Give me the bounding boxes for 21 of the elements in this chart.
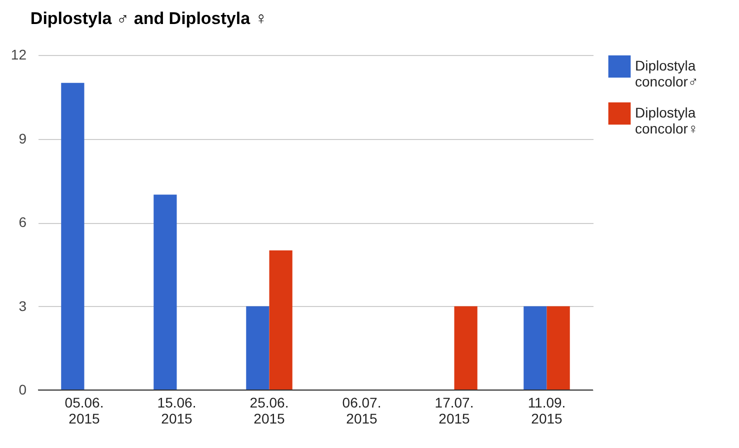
bar	[454, 306, 478, 390]
x-tick-label: 11.09. 2015	[528, 394, 566, 426]
x-tick-label: 25.06. 2015	[250, 394, 289, 426]
bar	[61, 82, 84, 390]
bar	[546, 306, 570, 390]
bar	[246, 306, 270, 390]
legend-label: Diplostyla concolor♀	[635, 104, 698, 136]
x-tick-label: 15.06. 2015	[157, 394, 196, 426]
chart-title: Diplostyla ♂ and Diplostyla ♀	[30, 9, 268, 28]
y-tick-label: 6	[18, 214, 27, 230]
bar	[154, 194, 177, 390]
y-tick-label: 12	[10, 46, 27, 62]
x-tick-label: 06.07. 2015	[342, 394, 382, 426]
x-tick-label: 17.07. 2015	[434, 394, 474, 426]
x-tick-label: 05.06. 2015	[64, 394, 104, 426]
y-tick-label: 0	[18, 382, 27, 398]
y-tick-label: 9	[18, 130, 27, 146]
bar	[269, 250, 292, 390]
bar	[524, 306, 547, 390]
y-tick-label: 3	[18, 298, 27, 314]
legend-label: Diplostyla concolor♂	[635, 58, 698, 90]
